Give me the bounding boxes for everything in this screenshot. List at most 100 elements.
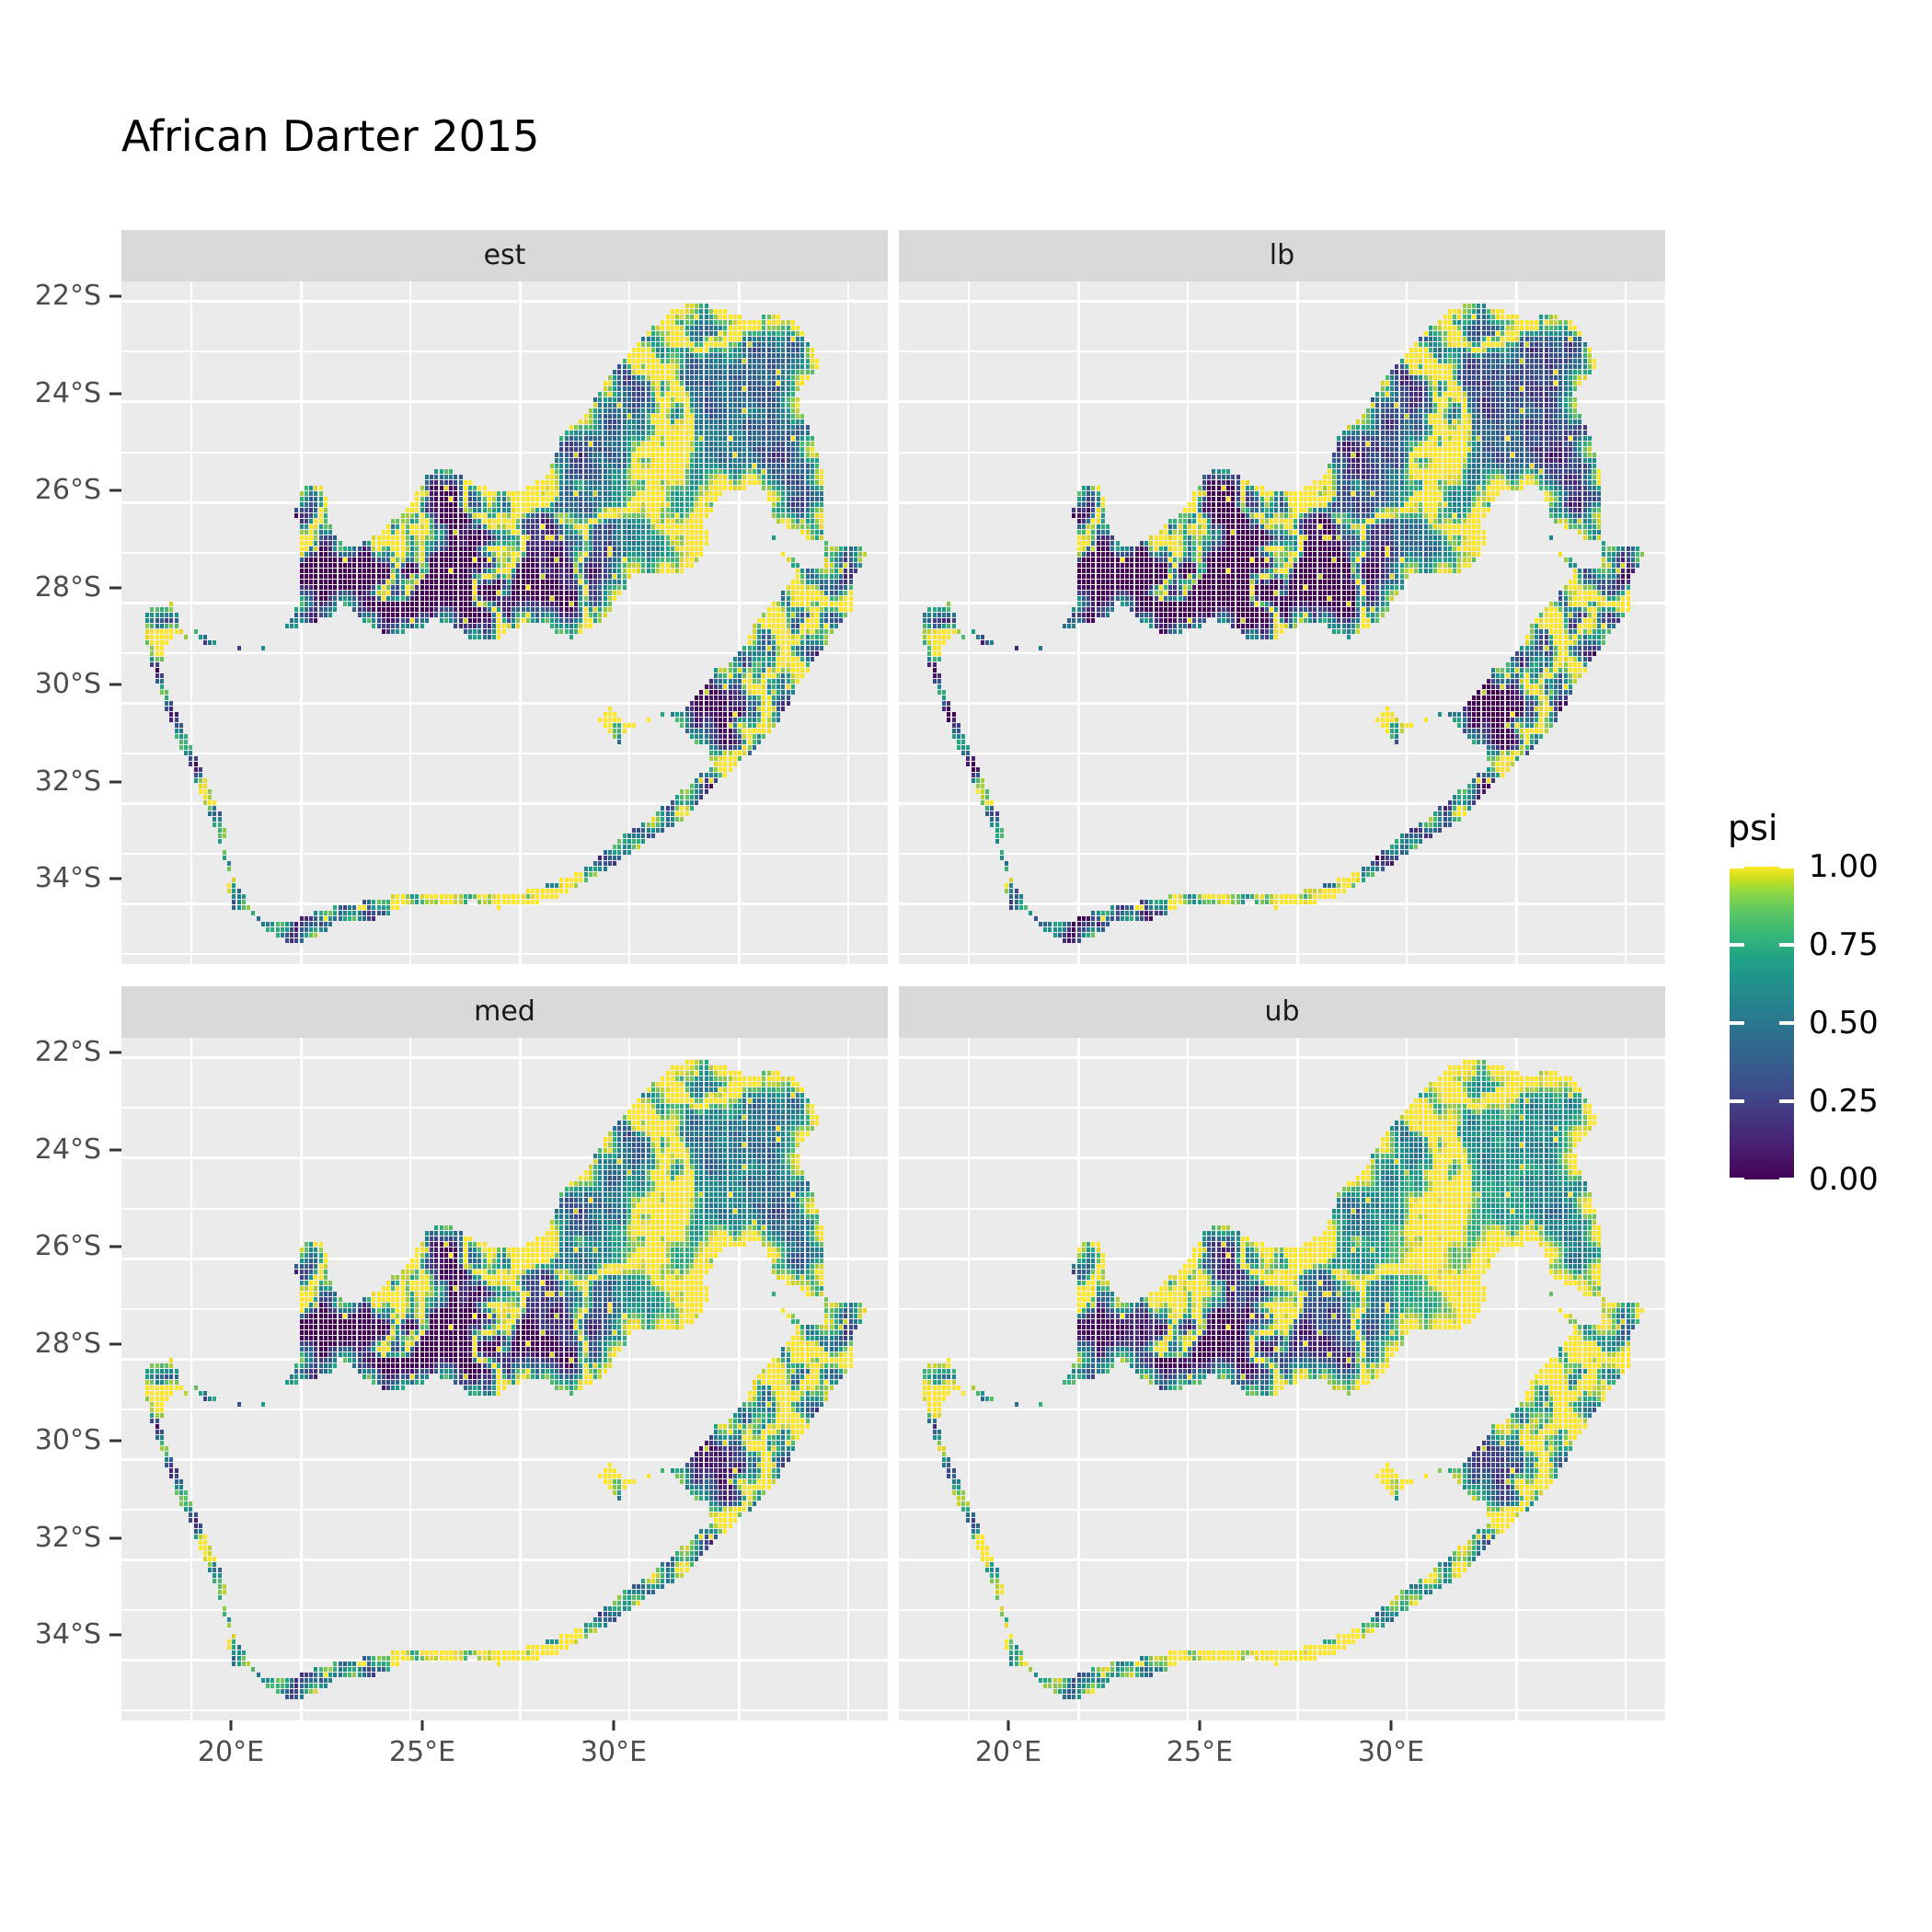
gridline-minor-vertical — [190, 282, 193, 964]
gridline-minor-horizontal — [121, 651, 888, 654]
gridline-minor-horizontal — [899, 953, 1665, 956]
x-tick-label: 25°E — [388, 1736, 456, 1768]
y-tick-label: 26°S — [34, 1230, 101, 1262]
y-tick-label: 22°S — [34, 1036, 101, 1068]
y-tick-mark — [109, 392, 121, 396]
gridline-minor-horizontal — [121, 1709, 888, 1712]
gridline-minor-horizontal — [121, 351, 888, 353]
gridline-minor-vertical — [847, 1038, 850, 1720]
gridline-minor-vertical — [628, 1038, 631, 1720]
raster-cells — [923, 304, 1644, 943]
facet-strip-med: med — [121, 986, 888, 1038]
y-tick-mark — [109, 1633, 121, 1637]
facet-strip-lb: lb — [899, 230, 1665, 282]
legend-title: psi — [1728, 808, 1778, 848]
y-tick-label: 34°S — [34, 862, 101, 894]
facet-strip-label: ub — [1264, 995, 1300, 1028]
gridline-major-horizontal — [121, 1156, 888, 1160]
x-tick-mark — [1198, 1719, 1202, 1731]
gridline-major-horizontal — [121, 1558, 888, 1561]
gridline-major-vertical — [1295, 282, 1299, 964]
panel-med — [121, 1038, 888, 1720]
y-tick-label: 32°S — [34, 765, 101, 798]
gridline-minor-vertical — [628, 282, 631, 964]
legend-tick-mark — [1730, 865, 1744, 868]
y-tick-label: 24°S — [34, 1133, 101, 1166]
gridline-minor-horizontal — [899, 451, 1665, 454]
gridline-minor-horizontal — [899, 651, 1665, 654]
x-tick-mark — [420, 1719, 424, 1731]
legend-tick-mark — [1730, 1178, 1744, 1181]
gridline-minor-vertical — [190, 1038, 193, 1720]
gridline-minor-vertical — [1625, 1038, 1627, 1720]
legend-tick-mark — [1730, 1099, 1744, 1103]
map-raster-lb — [899, 282, 1665, 964]
gridline-minor-horizontal — [899, 752, 1665, 754]
gridline-major-horizontal — [899, 1457, 1665, 1461]
y-tick-mark — [109, 1439, 121, 1443]
gridline-minor-horizontal — [121, 1608, 888, 1611]
raster-cells — [923, 1060, 1644, 1699]
legend-tick-mark — [1730, 943, 1744, 947]
gridline-minor-horizontal — [899, 1207, 1665, 1210]
map-raster-est — [121, 282, 888, 964]
facet-panel-ub: ub — [899, 986, 1665, 1720]
legend-tick-label: 0.25 — [1809, 1083, 1879, 1120]
gridline-minor-horizontal — [121, 1508, 888, 1511]
gridline-major-horizontal — [899, 1156, 1665, 1160]
facet-strip-label: est — [483, 239, 526, 271]
gridline-major-vertical — [1295, 1038, 1299, 1720]
gridline-major-horizontal — [899, 801, 1665, 805]
x-tick-mark — [229, 1719, 233, 1731]
x-tick-label: 30°E — [1357, 1736, 1425, 1768]
gridline-minor-vertical — [968, 282, 971, 964]
legend-tick-mark — [1779, 943, 1794, 947]
facet-strip-ub: ub — [899, 986, 1665, 1038]
gridline-major-horizontal — [121, 1457, 888, 1461]
gridline-minor-horizontal — [121, 451, 888, 454]
gridline-major-horizontal — [899, 701, 1665, 705]
y-tick-mark — [109, 780, 121, 784]
facet-strip-label: med — [474, 995, 535, 1028]
y-tick-mark — [109, 489, 121, 492]
legend-tick-mark — [1730, 1021, 1744, 1025]
y-tick-label: 30°S — [34, 668, 101, 700]
gridline-major-vertical — [1514, 1038, 1518, 1720]
x-tick-label: 30°E — [580, 1736, 648, 1768]
y-tick-mark — [109, 1245, 121, 1248]
facet-panel-med: med — [121, 986, 888, 1720]
y-tick-mark — [109, 1051, 121, 1054]
gridline-minor-vertical — [847, 282, 850, 964]
y-tick-mark — [109, 877, 121, 880]
facet-strip-est: est — [121, 230, 888, 282]
legend-tick-label: 0.50 — [1809, 1005, 1879, 1041]
gridline-major-vertical — [737, 1038, 741, 1720]
gridline-major-horizontal — [121, 300, 888, 304]
gridline-major-horizontal — [121, 400, 888, 404]
y-tick-label: 24°S — [34, 377, 101, 409]
gridline-minor-horizontal — [899, 1107, 1665, 1110]
gridline-minor-vertical — [1625, 282, 1627, 964]
y-tick-label: 22°S — [34, 280, 101, 312]
gridline-minor-vertical — [1406, 1038, 1409, 1720]
y-tick-mark — [109, 683, 121, 686]
legend-tick-mark — [1779, 1021, 1794, 1025]
gridline-minor-horizontal — [121, 953, 888, 956]
gridline-minor-horizontal — [121, 852, 888, 855]
y-tick-label: 34°S — [34, 1618, 101, 1650]
legend-tick-label: 0.75 — [1809, 926, 1879, 963]
gridline-minor-horizontal — [121, 752, 888, 754]
gridline-major-horizontal — [121, 1056, 888, 1060]
y-tick-mark — [109, 1148, 121, 1152]
gridline-major-horizontal — [121, 701, 888, 705]
legend-tick-label: 1.00 — [1809, 848, 1879, 885]
facet-grid: est lb med — [121, 230, 1665, 1720]
x-tick-mark — [1006, 1719, 1010, 1731]
gridline-minor-vertical — [968, 1038, 971, 1720]
y-tick-label: 26°S — [34, 474, 101, 506]
gridline-major-horizontal — [899, 300, 1665, 304]
facet-panel-est: est — [121, 230, 888, 964]
page-title: African Darter 2015 — [121, 111, 540, 161]
gridline-major-horizontal — [899, 1558, 1665, 1561]
